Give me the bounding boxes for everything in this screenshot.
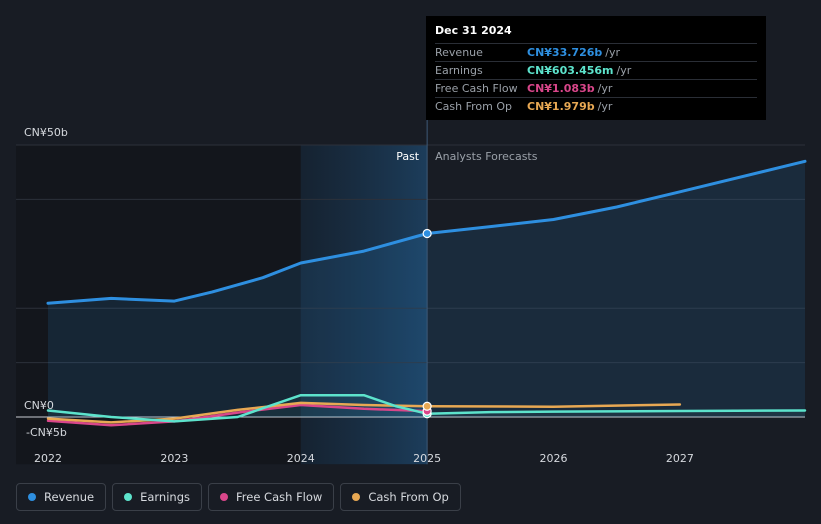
tooltip-row-free-cash-flow: Free Cash Flow CN¥1.083b /yr [435, 79, 757, 97]
x-tick-label: 2023 [160, 452, 188, 465]
tooltip-label: Free Cash Flow [435, 82, 518, 95]
legend-dot-icon [124, 493, 133, 501]
x-tick-label: 2025 [413, 452, 441, 465]
past-label: Past [396, 150, 420, 163]
tooltip-unit: /yr [616, 64, 632, 77]
legend-label: Earnings [140, 490, 190, 504]
legend-dot-icon [220, 493, 228, 501]
tooltip-value: CN¥33.726b [527, 46, 603, 59]
earnings-area [48, 395, 805, 422]
tooltip-label: Revenue [435, 46, 483, 59]
legend-label: Cash From Op [368, 490, 449, 504]
legend-label: Free Cash Flow [236, 490, 323, 504]
tooltip-value: CN¥1.083b [527, 82, 595, 95]
series-line-earnings [46, 393, 807, 423]
legend-item-earnings[interactable]: Earnings [112, 483, 202, 511]
tooltip-unit: /yr [597, 100, 613, 113]
series-line-revenue [46, 159, 807, 305]
revenue-area [48, 161, 805, 417]
marker-revenue [422, 228, 432, 239]
x-tick-label: 2022 [34, 452, 62, 465]
y-tick-label: -CN¥5b [26, 426, 67, 439]
series-line-cash-from-op [46, 401, 682, 424]
tooltip-unit: /yr [605, 46, 621, 59]
tooltip-value: CN¥603.456m [527, 64, 614, 77]
tooltip-row-revenue: Revenue CN¥33.726b /yr [435, 43, 757, 61]
legend-label: Revenue [44, 490, 95, 504]
tooltip-row-cash-from-op: Cash From Op CN¥1.979b /yr [435, 97, 757, 115]
x-tick-label: 2027 [666, 452, 694, 465]
forecast-label: Analysts Forecasts [435, 150, 538, 163]
tooltip-value: CN¥1.979b [527, 100, 595, 113]
marker-cash-from-op [422, 401, 432, 411]
series-line-free-cash-flow [46, 403, 429, 427]
legend-item-cash-from-op[interactable]: Cash From Op [340, 483, 461, 511]
legend-item-free-cash-flow[interactable]: Free Cash Flow [208, 483, 335, 511]
tooltip-label: Earnings [435, 64, 483, 77]
tooltip-label: Cash From Op [435, 100, 513, 113]
y-tick-label: CN¥0 [24, 399, 54, 412]
x-tick-label: 2026 [540, 452, 568, 465]
y-tick-label: CN¥50b [24, 126, 68, 139]
legend-dot-icon [28, 493, 36, 501]
x-tick-label: 2024 [287, 452, 315, 465]
tooltip-unit: /yr [597, 82, 613, 95]
tooltip-row-earnings: Earnings CN¥603.456m /yr [435, 61, 757, 79]
chart-tooltip: Dec 31 2024 Revenue CN¥33.726b /yr Earni… [426, 16, 766, 120]
legend-item-revenue[interactable]: Revenue [16, 483, 107, 511]
chart-legend: Revenue Earnings Free Cash Flow Cash Fro… [16, 483, 461, 511]
tooltip-date: Dec 31 2024 [435, 24, 512, 37]
legend-dot-icon [352, 493, 361, 501]
